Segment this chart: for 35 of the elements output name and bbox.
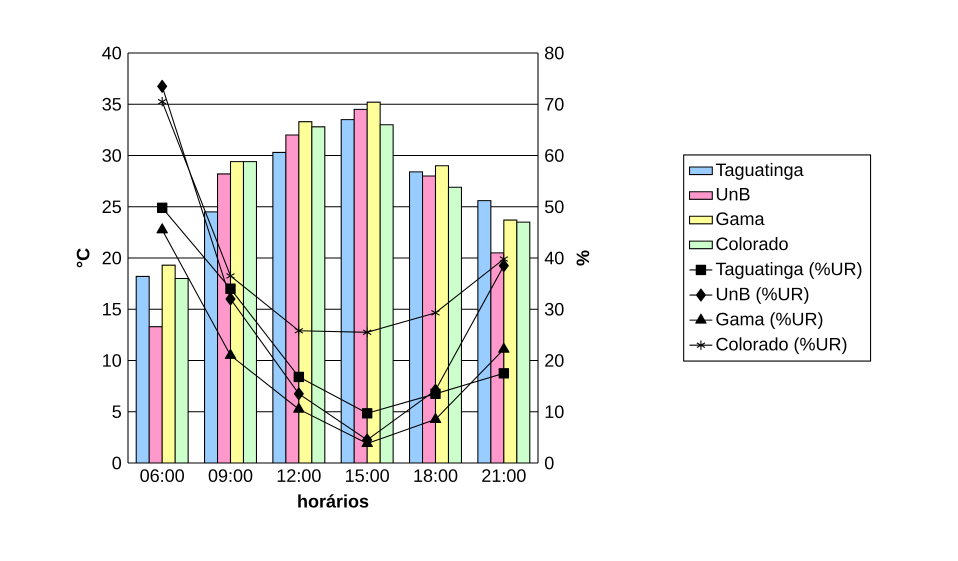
y-tick-label: 20 bbox=[102, 252, 122, 264]
legend-label: UnB bbox=[716, 188, 750, 201]
y2-tick-label: 0 bbox=[544, 456, 554, 470]
y-tick-label: 25 bbox=[102, 200, 121, 214]
y-tick-label: 15 bbox=[103, 302, 121, 316]
legend-label: Gama (%UR) bbox=[716, 312, 822, 330]
y2-tick-label: 30 bbox=[544, 302, 564, 316]
legend-label: Taguatinga bbox=[716, 162, 804, 180]
legend-label: Taguatinga (%UR) bbox=[716, 262, 862, 279]
y2-axis-title: % bbox=[576, 250, 590, 266]
y-tick-label: 40 bbox=[102, 46, 122, 60]
x-tick-label: 12:00 bbox=[278, 469, 321, 482]
legend-label: UnB (%UR) bbox=[716, 287, 808, 304]
x-tick-label: 09:00 bbox=[208, 469, 252, 482]
y2-tick-label: 40 bbox=[544, 252, 564, 264]
y-tick-label: 10 bbox=[103, 354, 122, 367]
legend-label: Colorado (%UR) bbox=[716, 337, 846, 354]
y-axis-title: °C bbox=[76, 248, 90, 268]
x-tick-label: 18:00 bbox=[414, 469, 458, 482]
y2-tick-label: 20 bbox=[545, 354, 564, 367]
legend-label: Gama bbox=[716, 212, 765, 226]
y2-tick-label: 10 bbox=[546, 405, 564, 418]
y2-tick-label: 80 bbox=[545, 46, 564, 60]
x-tick-label: 15:00 bbox=[346, 469, 389, 482]
y-tick-label: 0 bbox=[112, 456, 122, 470]
y-tick-label: 30 bbox=[102, 149, 122, 162]
legend-label: Colorado bbox=[716, 237, 788, 250]
y2-tick-label: 60 bbox=[545, 149, 564, 162]
y2-tick-label: 70 bbox=[545, 98, 564, 111]
y-tick-label: 5 bbox=[112, 405, 121, 418]
y2-tick-label: 50 bbox=[544, 200, 564, 214]
x-axis-title: horários bbox=[298, 494, 368, 508]
x-tick-label: 21:00 bbox=[482, 469, 526, 482]
x-tick-label: 06:00 bbox=[140, 469, 184, 482]
y-tick-label: 35 bbox=[102, 98, 121, 111]
